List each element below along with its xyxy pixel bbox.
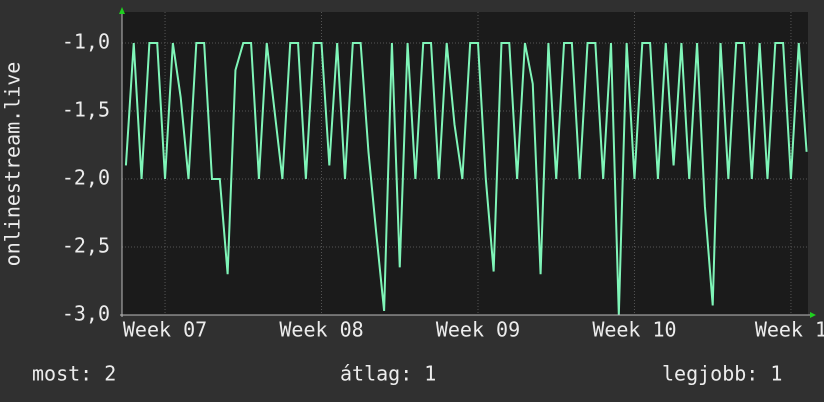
y-tick-label: -3,0	[62, 302, 110, 326]
x-tick-label: Week 1	[755, 318, 824, 342]
footer-best: legjobb: 1	[662, 362, 782, 386]
x-tick-label: Week 09	[436, 318, 520, 342]
footer-now: most: 2	[32, 362, 116, 386]
data-line	[124, 42, 808, 316]
y-tick-label: -1,0	[62, 30, 110, 54]
x-arrow	[810, 312, 816, 318]
x-tick-label: Week 07	[123, 318, 207, 342]
y-tick-label: -1,5	[62, 98, 110, 122]
y-axis-label: onlinestream.live	[1, 62, 25, 267]
footer-avg: átlag: 1	[340, 362, 436, 386]
y-tick-label: -2,5	[62, 234, 110, 258]
plot	[124, 42, 808, 316]
x-tick-label: Week 10	[592, 318, 676, 342]
plot-area	[122, 12, 808, 315]
y-tick-label: -2,0	[62, 166, 110, 190]
y-arrow	[119, 7, 125, 14]
x-tick-label: Week 08	[279, 318, 363, 342]
